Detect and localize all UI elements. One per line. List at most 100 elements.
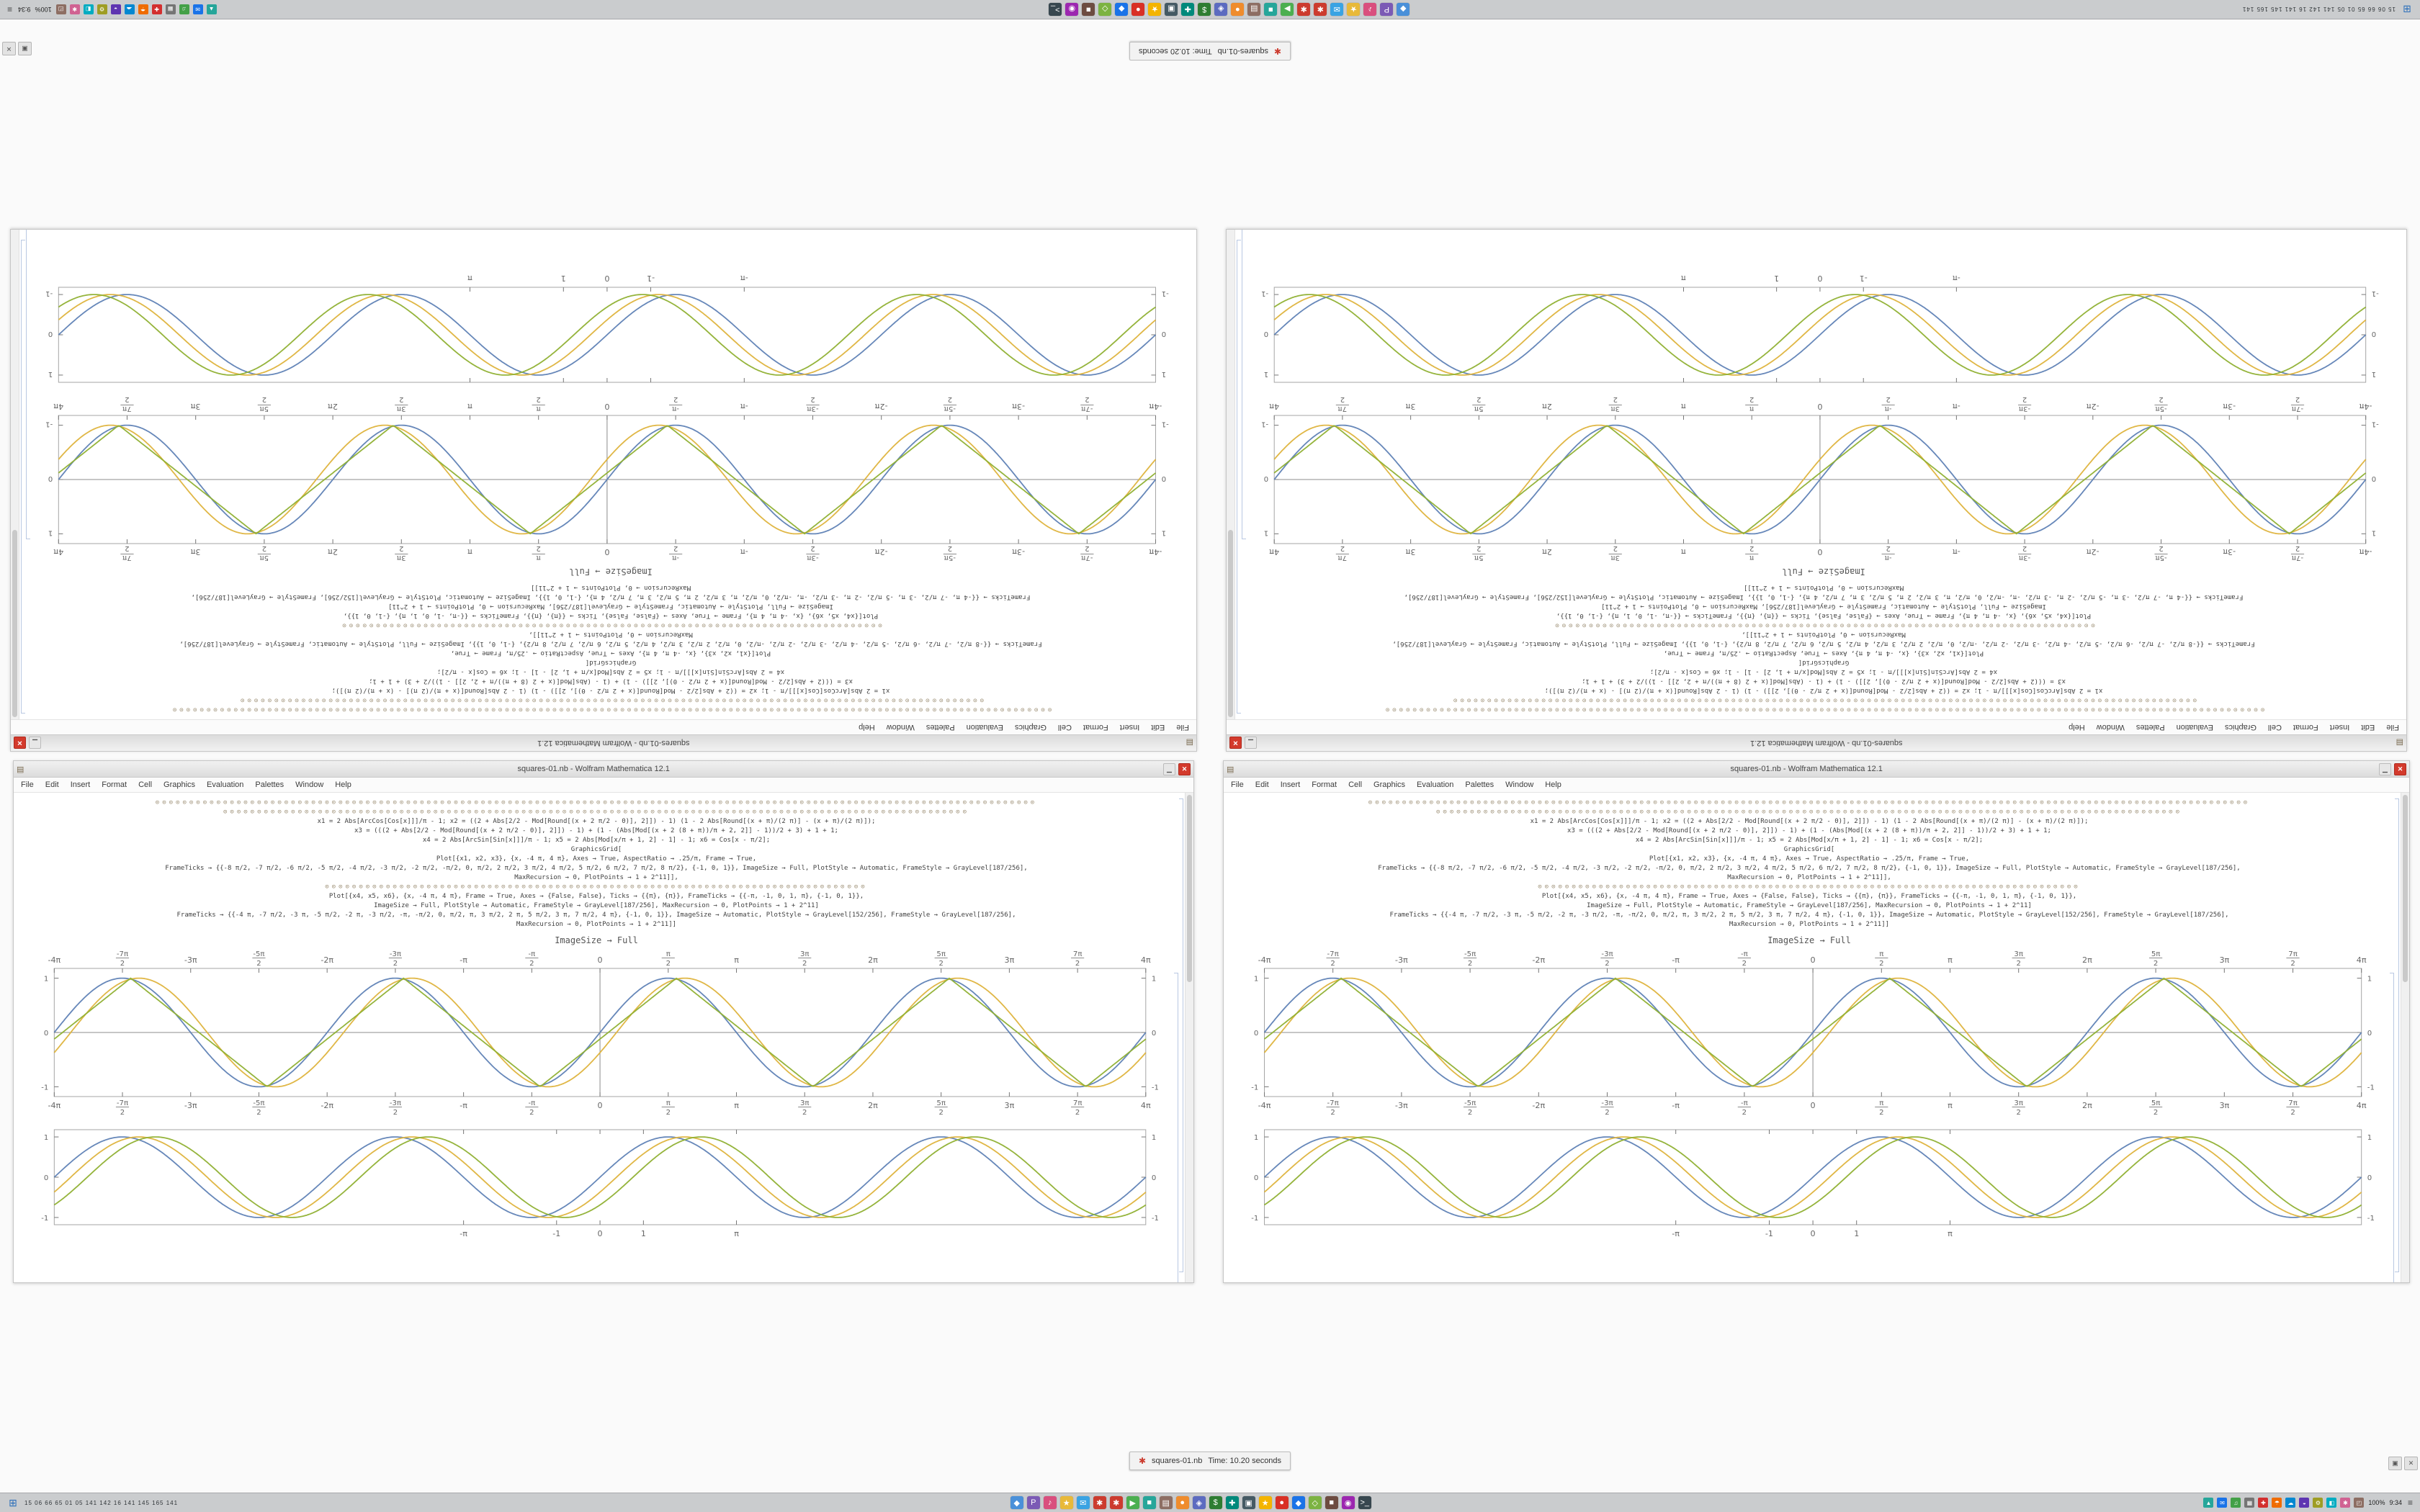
code-line[interactable]: x4 = 2 Abs[ArcSin[Sin[x]]]/π - 1; x5 = 2… [1635,837,1984,844]
cell-bracket-inner[interactable] [26,230,30,539]
taskbar-app-icon[interactable]: ✱ [1314,3,1327,16]
menu-item[interactable]: Help [335,780,351,789]
taskbar-app-icon[interactable]: ▤ [1159,1496,1173,1509]
taskbar-app-icon[interactable]: $ [1198,3,1211,16]
taskbar-app-icon[interactable]: ■ [1264,3,1278,16]
code-line[interactable]: x4 = 2 Abs[ArcSin[Sin[x]]]/π - 1; x5 = 2… [436,668,785,675]
scrollbar[interactable] [11,230,19,719]
minimize-button[interactable]: ▁ [1163,762,1175,775]
cell-bracket-outer[interactable] [2395,798,2399,1272]
menu-item[interactable]: Cell [2267,723,2282,732]
tray-icon[interactable]: ◰ [55,4,66,14]
close-button[interactable]: ✕ [1229,737,1242,750]
panel-close-button[interactable]: ✕ [2,42,16,55]
taskbar-app-icon[interactable]: ★ [1258,1496,1272,1509]
taskbar-app-icon[interactable]: ◉ [1065,3,1079,16]
cell-bracket-outer[interactable] [1237,240,1241,714]
tray-icon[interactable]: ♫ [179,4,189,14]
menu-item[interactable]: Format [1312,780,1337,789]
code-line[interactable]: Plot[{x1, x2, x3}, {x, -4 π, 4 π}, Axes … [450,649,771,657]
code-line[interactable]: ⊙⊙⊙⊙⊙⊙⊙⊙⊙⊙⊙⊙⊙⊙⊙⊙⊙⊙⊙⊙⊙⊙⊙⊙⊙⊙⊙⊙⊙⊙⊙⊙⊙⊙⊙⊙⊙⊙⊙⊙… [223,809,970,816]
start-button[interactable]: ⊞ [9,1496,17,1508]
close-button[interactable]: ✕ [14,737,26,750]
taskbar-app-icon[interactable]: ◉ [1341,1496,1355,1509]
tray-icon[interactable]: ⚙ [2313,1498,2323,1508]
taskbar-app-icon[interactable]: $ [1209,1496,1222,1509]
status-strip[interactable]: ✱ squares-01.nb Time: 10.20 seconds [1129,42,1291,60]
code-line[interactable]: Plot[{x1, x2, x3}, {x, -4 π, 4 π}, Axes … [436,855,757,863]
menu-item[interactable]: File [2386,723,2399,732]
panel-restore-button[interactable]: ▣ [18,42,32,55]
taskbar-app-icon[interactable]: >_ [1049,3,1062,16]
tray-icon[interactable]: ☂ [138,4,148,14]
scrollbar-thumb[interactable] [2403,795,2408,982]
taskbar-app-icon[interactable]: ◆ [1291,1496,1305,1509]
code-line[interactable]: GraphicsGrid[ [585,659,637,666]
taskbar-app-icon[interactable]: ■ [1325,1496,1338,1509]
scrollbar[interactable] [1227,230,1235,719]
tray-icon[interactable]: ✱ [2340,1498,2351,1508]
menu-item[interactable]: Help [859,723,875,732]
code-line[interactable]: x1 = 2 Abs[ArcCos[Cos[x]]]/π - 1; x2 = (… [1530,818,2089,825]
start-button[interactable]: ⊞ [2403,4,2411,16]
menu-item[interactable]: Window [295,780,324,789]
taskbar-app-icon[interactable]: ◆ [1397,3,1410,16]
code-line[interactable]: GraphicsGrid[ [1783,846,1835,853]
menu-item[interactable]: Evaluation [207,780,244,789]
taskbar-app-icon[interactable]: ♪ [1363,3,1377,16]
code-cells[interactable]: ⊙⊙⊙⊙⊙⊙⊙⊙⊙⊙⊙⊙⊙⊙⊙⊙⊙⊙⊙⊙⊙⊙⊙⊙⊙⊙⊙⊙⊙⊙⊙⊙⊙⊙⊙⊙⊙⊙⊙⊙… [1235,798,2383,930]
tray-icon[interactable]: ✚ [2258,1498,2269,1508]
menu-item[interactable]: Window [2096,723,2125,732]
code-line[interactable]: ImageSize → Full, PlotStyle → Automatic,… [388,603,833,610]
scrollbar-thumb[interactable] [1228,530,1233,717]
tray-icon[interactable]: ✱ [69,4,80,14]
menu-item[interactable]: Evaluation [966,723,1003,732]
code-line[interactable]: MaxRecursion → 0, PlotPoints → 1 + 2^11]… [529,631,693,638]
code-line[interactable]: x3 = (((2 + Abs[2/2 - Mod[Round[(x + 2 π… [354,827,838,834]
taskbar-app-icon[interactable]: ◆ [1010,1496,1023,1509]
code-cells[interactable]: ⊙⊙⊙⊙⊙⊙⊙⊙⊙⊙⊙⊙⊙⊙⊙⊙⊙⊙⊙⊙⊙⊙⊙⊙⊙⊙⊙⊙⊙⊙⊙⊙⊙⊙⊙⊙⊙⊙⊙⊙… [1252,582,2395,714]
menu-item[interactable]: Cell [1348,780,1363,789]
menu-item[interactable]: Palettes [2136,723,2165,732]
notebook-window-left[interactable]: ▤ squares-01.nb - Wolfram Mathematica 12… [13,760,1194,1283]
taskbar-app-icon[interactable]: ★ [1148,3,1162,16]
code-line[interactable]: x4 = 2 Abs[ArcSin[Sin[x]]]/π - 1; x5 = 2… [1649,668,1998,675]
taskbar-app-icon[interactable]: ★ [1059,1496,1073,1509]
code-line[interactable]: x3 = (((2 + Abs[2/2 - Mod[Round[(x + 2 π… [1582,678,2066,685]
code-line[interactable]: MaxRecursion → 0, PlotPoints → 1 + 2^11]… [1729,921,1890,928]
taskbar-app-icon[interactable]: ● [1231,3,1245,16]
code-line[interactable]: FrameTicks → {{-8 π/2, -7 π/2, -6 π/2, -… [1392,640,2255,647]
menu-item[interactable]: Window [886,723,915,732]
menu-item[interactable]: Edit [1151,723,1165,732]
taskbar-app-icon[interactable]: ✚ [1225,1496,1239,1509]
taskbar-app-icon[interactable]: >_ [1358,1496,1371,1509]
tray-icon[interactable]: ✚ [151,4,162,14]
taskbar-app-icon[interactable]: P [1026,1496,1040,1509]
taskbar-app-icon[interactable]: ● [1131,3,1145,16]
code-line[interactable]: ⊙⊙⊙⊙⊙⊙⊙⊙⊙⊙⊙⊙⊙⊙⊙⊙⊙⊙⊙⊙⊙⊙⊙⊙⊙⊙⊙⊙⊙⊙⊙⊙⊙⊙⊙⊙⊙⊙⊙⊙… [1382,706,2265,713]
menu-item[interactable]: Palettes [1465,780,1494,789]
scrollbar[interactable] [1185,793,1193,1282]
menu-item[interactable]: Palettes [926,723,955,732]
code-line[interactable]: MaxRecursion → 0, PlotPoints → 1 + 2^11]… [516,921,677,928]
code-line[interactable]: ⊙⊙⊙⊙⊙⊙⊙⊙⊙⊙⊙⊙⊙⊙⊙⊙⊙⊙⊙⊙⊙⊙⊙⊙⊙⊙⊙⊙⊙⊙⊙⊙⊙⊙⊙⊙⊙⊙⊙⊙… [1552,621,2095,629]
menu-item[interactable]: Graphics [163,780,196,789]
notebook-content[interactable]: ⊙⊙⊙⊙⊙⊙⊙⊙⊙⊙⊙⊙⊙⊙⊙⊙⊙⊙⊙⊙⊙⊙⊙⊙⊙⊙⊙⊙⊙⊙⊙⊙⊙⊙⊙⊙⊙⊙⊙⊙… [14,793,1193,1282]
show-desktop-icon[interactable]: ≡ [7,4,13,14]
taskbar-app-icon[interactable]: ✉ [1076,1496,1090,1509]
close-button[interactable]: ✕ [1178,762,1191,775]
window-titlebar[interactable]: ▤ squares-01.nb - Wolfram Mathematica 12… [1227,734,2406,751]
taskbar-app-icon[interactable]: ▶ [1126,1496,1139,1509]
notebook-window-right[interactable]: ▤ squares-01.nb - Wolfram Mathematica 12… [1223,760,2410,1283]
code-line[interactable]: x3 = (((2 + Abs[2/2 - Mod[Round[(x + 2 π… [369,678,853,685]
tray-clock[interactable]: 9:34 [18,6,31,13]
code-line[interactable]: ⊙⊙⊙⊙⊙⊙⊙⊙⊙⊙⊙⊙⊙⊙⊙⊙⊙⊙⊙⊙⊙⊙⊙⊙⊙⊙⊙⊙⊙⊙⊙⊙⊙⊙⊙⊙⊙⊙⊙⊙… [169,706,1052,713]
code-line[interactable]: ⊙⊙⊙⊙⊙⊙⊙⊙⊙⊙⊙⊙⊙⊙⊙⊙⊙⊙⊙⊙⊙⊙⊙⊙⊙⊙⊙⊙⊙⊙⊙⊙⊙⊙⊙⊙⊙⊙⊙⊙… [1450,696,2197,703]
menu-item[interactable]: Edit [1255,780,1269,789]
code-line[interactable]: x4 = 2 Abs[ArcSin[Sin[x]]]/π - 1; x5 = 2… [422,837,771,844]
code-line[interactable]: Plot[{x4, x5, x6}, {x, -4 π, 4 π}, Frame… [1541,893,2077,900]
menu-item[interactable]: Insert [1119,723,1140,732]
code-line[interactable]: Plot[{x4, x5, x6}, {x, -4 π, 4 π}, Frame… [1556,612,2092,619]
menu-item[interactable]: Window [1505,780,1534,789]
menu-item[interactable]: Cell [1057,723,1072,732]
